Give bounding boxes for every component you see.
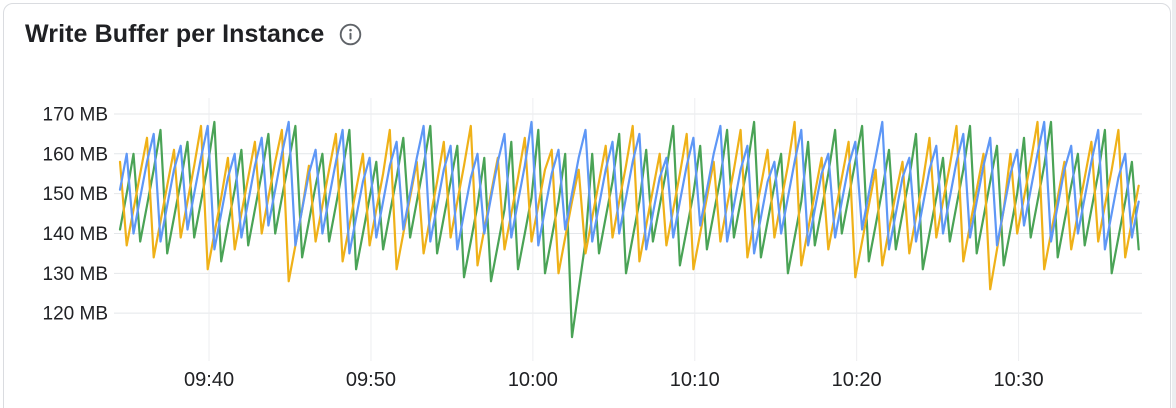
x-tick-label: 10:20 bbox=[832, 369, 882, 391]
metric-card: Write Buffer per Instance bbox=[3, 3, 1171, 408]
x-tick-label: 10:00 bbox=[508, 369, 558, 391]
x-tick-label: 09:40 bbox=[184, 369, 234, 391]
x-tick-label: 10:10 bbox=[670, 369, 720, 391]
y-tick-label: 160 MB bbox=[43, 144, 108, 165]
y-tick-label: 120 MB bbox=[43, 304, 108, 325]
card-header: Write Buffer per Instance bbox=[25, 20, 363, 49]
series-blue-line bbox=[118, 120, 1140, 255]
x-tick-label: 09:50 bbox=[346, 369, 396, 391]
y-tick-label: 130 MB bbox=[43, 264, 108, 285]
page-gutter bbox=[1172, 0, 1176, 408]
x-tick-label: 10:30 bbox=[994, 369, 1044, 391]
y-tick-label: 150 MB bbox=[43, 184, 108, 205]
y-tick-label: 140 MB bbox=[43, 224, 108, 245]
info-icon[interactable] bbox=[338, 22, 363, 47]
chart-title: Write Buffer per Instance bbox=[25, 20, 325, 48]
y-tick-label: 170 MB bbox=[43, 104, 108, 125]
